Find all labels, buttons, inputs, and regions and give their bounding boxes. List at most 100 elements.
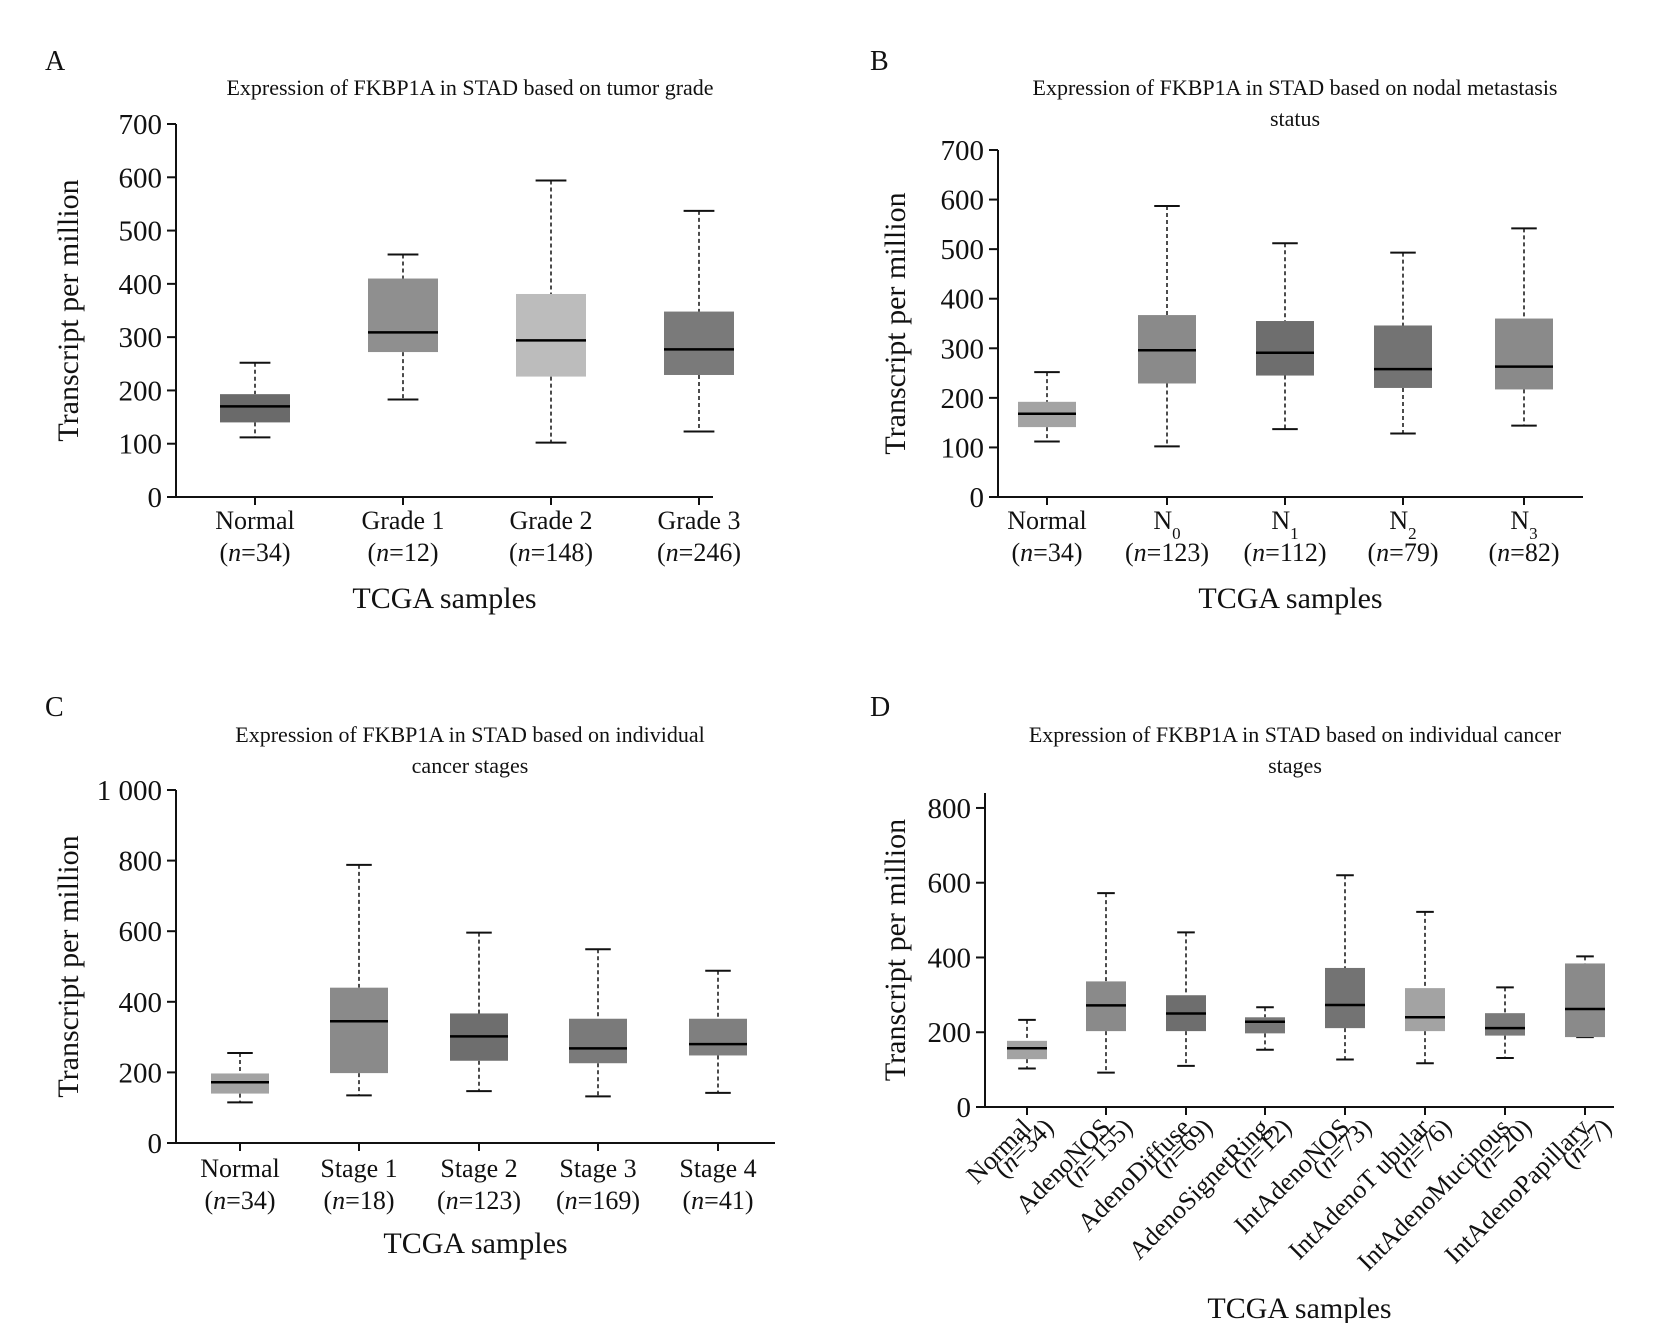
category-label: Normal: [200, 1154, 279, 1183]
iqr-box: [1485, 1013, 1525, 1036]
y-tick-label: 600: [119, 162, 163, 194]
category-n-label: (n=18): [324, 1186, 395, 1215]
category-n-label: (n=34): [205, 1186, 276, 1215]
y-tick-label: 600: [119, 916, 163, 948]
y-axis-label: Transcript per million: [879, 819, 912, 1081]
iqr-box: [1325, 967, 1365, 1029]
iqr-box: [1565, 963, 1605, 1038]
box-adenosignetring: [1245, 1006, 1285, 1051]
box-normal: [1018, 371, 1076, 443]
category-label: Stage 1: [320, 1154, 397, 1183]
iqr-box: [1007, 1040, 1047, 1060]
iqr-box: [516, 293, 586, 377]
iqr-box: [1374, 325, 1432, 388]
x-axis-label: TCGA samples: [352, 582, 536, 615]
y-tick-label: 700: [119, 109, 163, 141]
iqr-box: [664, 311, 734, 375]
category-label: Stage 3: [559, 1154, 636, 1183]
chart-title: Expression of FKBP1A in STAD based on tu…: [226, 75, 713, 100]
x-axis-label: TCGA samples: [383, 1227, 567, 1260]
category-label: Normal: [1007, 506, 1086, 535]
box-stage-2: [450, 931, 508, 1093]
box-stage-4: [689, 969, 747, 1094]
y-tick-label: 800: [119, 846, 163, 878]
iqr-box: [569, 1018, 627, 1064]
y-tick-label: 800: [928, 793, 972, 825]
chart-title: Expression of FKBP1A in STAD based on in…: [235, 722, 704, 747]
y-tick-label: 100: [941, 432, 985, 464]
box-grade-3: [664, 209, 734, 433]
box-stage-3: [569, 948, 627, 1098]
box-n1: [1256, 242, 1314, 431]
chart-title: Expression of FKBP1A in STAD based on in…: [1029, 722, 1562, 747]
y-tick-label: 600: [941, 185, 985, 217]
y-tick-label: 600: [928, 868, 972, 900]
chart-panel-a: A Expression of FKBP1A in STAD based on t…: [45, 46, 741, 615]
panel-letter: B: [870, 46, 889, 77]
category-n-label: (n=34): [220, 538, 291, 567]
iqr-box: [220, 394, 290, 423]
y-tick-label: 200: [928, 1017, 972, 1049]
chart-panel-b: B Expression of FKBP1A in STAD based on n…: [870, 46, 1583, 615]
panel-letter: D: [870, 692, 890, 723]
y-tick-label: 400: [928, 942, 972, 974]
box-n2: [1374, 251, 1432, 435]
category-n-label: (n=123): [437, 1186, 521, 1215]
y-tick-label: 300: [119, 322, 163, 354]
category-n-label: (n=34): [1012, 538, 1083, 567]
y-tick-label: 1 000: [97, 775, 162, 807]
y-tick-label: 200: [941, 383, 985, 415]
y-tick-label: 200: [119, 1057, 163, 1089]
iqr-box: [330, 987, 388, 1074]
y-tick-label: 200: [119, 375, 163, 407]
category-label: Grade 2: [509, 506, 592, 535]
iqr-box: [1495, 318, 1553, 390]
y-tick-label: 0: [148, 482, 163, 514]
y-axis-label: Transcript per million: [52, 179, 85, 441]
chart-panel-d: D Expression of FKBP1A in STAD based on i…: [870, 692, 1617, 1323]
category-label: Stage 4: [679, 1154, 756, 1183]
category-n-label: (n=82): [1489, 538, 1560, 567]
box-normal: [211, 1051, 269, 1104]
y-tick-label: 700: [941, 135, 985, 167]
chart-title: stages: [1268, 753, 1322, 778]
iqr-box: [1245, 1017, 1285, 1034]
category-n-label: (n=148): [509, 538, 593, 567]
box-n0: [1138, 205, 1196, 448]
category-n-label: (n=79): [1368, 538, 1439, 567]
category-label: Stage 2: [440, 1154, 517, 1183]
y-tick-label: 400: [941, 284, 985, 316]
box-intadenot-ubular: [1405, 910, 1445, 1065]
iqr-box: [1256, 321, 1314, 376]
chart-title: status: [1270, 106, 1320, 131]
y-tick-label: 400: [119, 987, 163, 1019]
x-axis-label: TCGA samples: [1198, 582, 1382, 615]
box-grade-1: [368, 253, 438, 401]
category-n-label: (n=169): [556, 1186, 640, 1215]
iqr-box: [1405, 988, 1445, 1032]
iqr-box: [368, 278, 438, 353]
y-axis-label: Transcript per million: [52, 835, 85, 1097]
category-label: Normal: [215, 506, 294, 535]
chart-title: cancer stages: [412, 753, 529, 778]
box-adenonos: [1086, 892, 1126, 1074]
x-axis-label: TCGA samples: [1207, 1292, 1391, 1323]
box-intadenopapillary: [1565, 955, 1605, 1039]
box-adenodiffuse: [1166, 931, 1206, 1067]
box-n3: [1495, 227, 1553, 427]
box-normal: [220, 361, 290, 439]
category-n-label: (n=112): [1243, 538, 1326, 567]
panel-letter: A: [45, 46, 66, 77]
chart-panel-c: C Expression of FKBP1A in STAD based on i…: [45, 692, 775, 1260]
y-tick-label: 0: [148, 1128, 163, 1160]
box-intadenonos: [1325, 874, 1365, 1061]
box-intadenomucinous: [1485, 986, 1525, 1060]
chart-title: Expression of FKBP1A in STAD based on no…: [1033, 75, 1558, 100]
category-n-label: (n=12): [368, 538, 439, 567]
iqr-box: [689, 1018, 747, 1056]
y-axis-label: Transcript per million: [879, 192, 912, 454]
category-n-label: (n=246): [657, 538, 741, 567]
y-tick-label: 500: [119, 216, 163, 248]
panel-letter: C: [45, 692, 64, 723]
